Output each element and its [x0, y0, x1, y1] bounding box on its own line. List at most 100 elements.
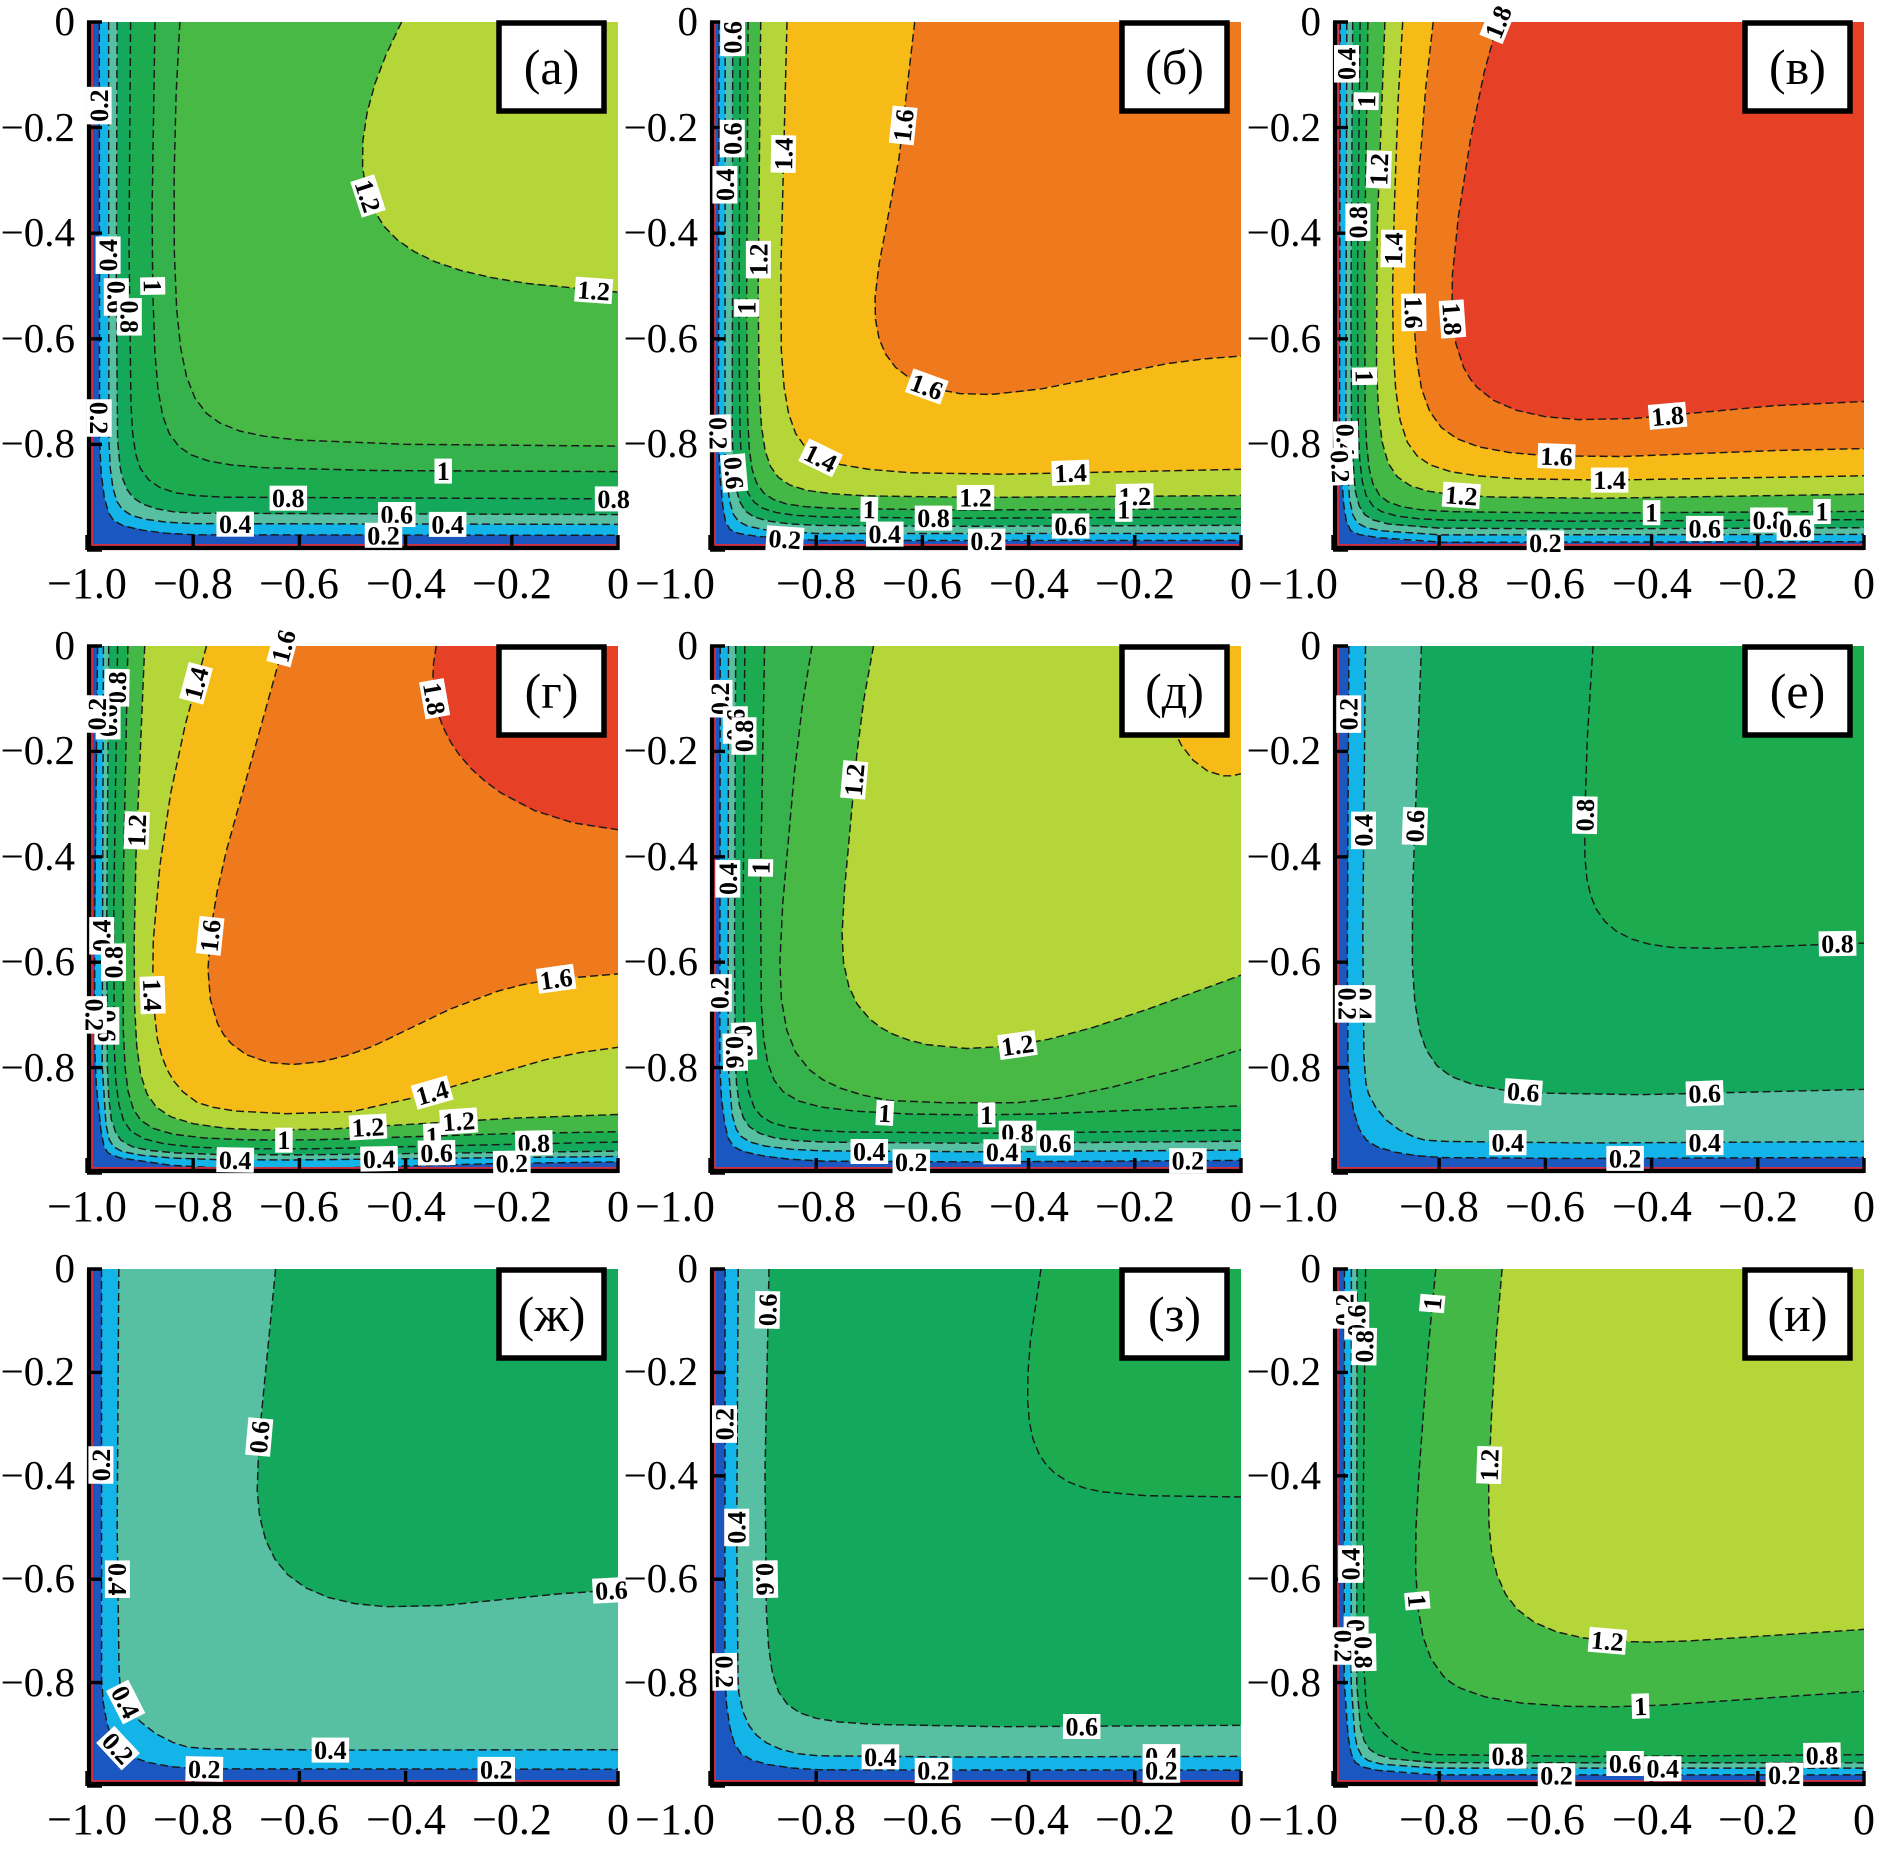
svg-text:0.6: 0.6 — [594, 1575, 628, 1606]
svg-text:0: 0 — [607, 1795, 629, 1844]
svg-text:1.2: 1.2 — [1364, 153, 1394, 186]
svg-text:−0.6: −0.6 — [1505, 1795, 1585, 1844]
svg-text:1: 1 — [1634, 1692, 1648, 1721]
svg-text:0.6: 0.6 — [1065, 1713, 1098, 1742]
svg-text:−0.2: −0.2 — [624, 727, 698, 773]
svg-text:1.2: 1.2 — [576, 275, 610, 306]
svg-text:0.2: 0.2 — [970, 527, 1003, 556]
svg-text:1.6: 1.6 — [538, 963, 574, 996]
svg-text:1.4: 1.4 — [769, 138, 799, 171]
svg-text:0: 0 — [607, 1182, 629, 1231]
svg-text:1: 1 — [1352, 94, 1381, 108]
svg-text:−0.8: −0.8 — [1399, 1795, 1479, 1844]
svg-text:0.2: 0.2 — [709, 1655, 739, 1688]
svg-text:0.6: 0.6 — [1054, 512, 1087, 541]
svg-text:1.4: 1.4 — [1379, 232, 1409, 265]
svg-text:−0.6: −0.6 — [882, 1795, 962, 1844]
svg-text:(а): (а) — [524, 39, 580, 95]
svg-text:1.4: 1.4 — [137, 978, 167, 1011]
svg-text:−0.4: −0.4 — [1, 833, 75, 879]
svg-text:1.2: 1.2 — [351, 1112, 385, 1143]
svg-text:−1.0: −1.0 — [1258, 1795, 1338, 1844]
svg-text:1.2: 1.2 — [959, 484, 992, 513]
svg-text:0.6: 0.6 — [1400, 809, 1430, 842]
svg-text:−0.8: −0.8 — [1399, 559, 1479, 608]
svg-text:0: 0 — [1301, 1245, 1322, 1291]
svg-text:−0.6: −0.6 — [1, 938, 75, 984]
svg-text:−0.8: −0.8 — [624, 1659, 698, 1705]
svg-text:1.6: 1.6 — [194, 918, 226, 953]
svg-text:1: 1 — [863, 495, 877, 524]
svg-text:1: 1 — [1402, 1593, 1432, 1608]
svg-text:1.6: 1.6 — [1399, 296, 1429, 329]
svg-text:−0.2: −0.2 — [1, 104, 75, 150]
svg-text:1.6: 1.6 — [888, 108, 920, 143]
svg-text:1: 1 — [980, 1101, 993, 1130]
svg-text:−0.8: −0.8 — [153, 559, 233, 608]
svg-text:−0.6: −0.6 — [259, 1795, 339, 1844]
svg-text:0.4: 0.4 — [711, 169, 740, 202]
svg-text:0.4: 0.4 — [864, 1743, 897, 1772]
svg-text:−0.2: −0.2 — [1718, 559, 1798, 608]
svg-text:−0.2: −0.2 — [624, 1348, 698, 1394]
svg-text:−0.6: −0.6 — [259, 1182, 339, 1231]
svg-text:0.2: 0.2 — [480, 1755, 513, 1784]
svg-text:−0.8: −0.8 — [624, 420, 698, 466]
svg-text:−0.2: −0.2 — [1247, 1348, 1321, 1394]
svg-text:0.8: 0.8 — [100, 946, 129, 979]
svg-text:0.2: 0.2 — [87, 1449, 116, 1482]
svg-text:−0.8: −0.8 — [153, 1795, 233, 1844]
svg-text:0.2: 0.2 — [703, 417, 733, 450]
svg-text:0.2: 0.2 — [85, 89, 114, 122]
svg-text:0: 0 — [678, 1245, 699, 1291]
svg-text:0.2: 0.2 — [495, 1149, 528, 1179]
svg-text:1: 1 — [1349, 369, 1378, 383]
svg-text:−0.2: −0.2 — [472, 559, 552, 608]
svg-text:−0.6: −0.6 — [882, 1182, 962, 1231]
svg-text:1: 1 — [1645, 499, 1658, 528]
svg-text:0.2: 0.2 — [83, 698, 113, 731]
svg-text:−0.4: −0.4 — [1612, 559, 1692, 608]
svg-text:0.2: 0.2 — [895, 1148, 928, 1177]
svg-text:0.4: 0.4 — [1350, 814, 1379, 847]
svg-text:−1.0: −1.0 — [1258, 559, 1338, 608]
svg-text:0.6: 0.6 — [720, 1036, 750, 1069]
svg-text:0.8: 0.8 — [114, 301, 143, 334]
svg-text:0.6: 0.6 — [420, 1139, 453, 1169]
svg-text:0.8: 0.8 — [272, 484, 305, 513]
svg-text:0.6: 0.6 — [1688, 514, 1721, 543]
svg-text:0.4: 0.4 — [94, 239, 123, 272]
svg-text:−0.4: −0.4 — [624, 209, 698, 255]
svg-text:1.2: 1.2 — [122, 814, 152, 847]
svg-text:0: 0 — [1853, 559, 1875, 608]
svg-text:1: 1 — [138, 279, 167, 293]
svg-text:0.2: 0.2 — [1332, 988, 1361, 1021]
svg-text:1.2: 1.2 — [999, 1029, 1035, 1062]
svg-text:−0.8: −0.8 — [1399, 1182, 1479, 1231]
svg-text:0.6: 0.6 — [1609, 1750, 1642, 1779]
svg-text:1.2: 1.2 — [1590, 1625, 1625, 1657]
svg-text:−0.2: −0.2 — [472, 1795, 552, 1844]
svg-text:0: 0 — [1853, 1795, 1875, 1844]
svg-text:−0.2: −0.2 — [1095, 559, 1175, 608]
svg-text:(ж): (ж) — [518, 1286, 586, 1342]
svg-text:−0.6: −0.6 — [259, 559, 339, 608]
svg-text:0.6: 0.6 — [1688, 1079, 1721, 1109]
svg-text:−0.2: −0.2 — [472, 1182, 552, 1231]
svg-text:0.2: 0.2 — [188, 1755, 221, 1785]
svg-text:0.6: 0.6 — [750, 1563, 780, 1596]
svg-text:−0.4: −0.4 — [1612, 1795, 1692, 1844]
svg-text:−0.8: −0.8 — [1, 1044, 75, 1090]
svg-text:0.4: 0.4 — [1492, 1129, 1525, 1158]
svg-text:−1.0: −1.0 — [635, 1795, 715, 1844]
svg-text:0.2: 0.2 — [768, 524, 802, 555]
svg-text:0.8: 0.8 — [1821, 929, 1854, 959]
svg-text:0.8: 0.8 — [1571, 799, 1601, 832]
svg-text:0.2: 0.2 — [1335, 698, 1364, 731]
svg-text:−0.4: −0.4 — [366, 1182, 446, 1231]
svg-text:1: 1 — [1418, 1296, 1448, 1311]
svg-text:0.6: 0.6 — [1039, 1129, 1072, 1158]
svg-text:0.4: 0.4 — [219, 1146, 252, 1176]
svg-text:0.8: 0.8 — [1348, 1636, 1378, 1669]
svg-text:0.2: 0.2 — [79, 999, 108, 1032]
